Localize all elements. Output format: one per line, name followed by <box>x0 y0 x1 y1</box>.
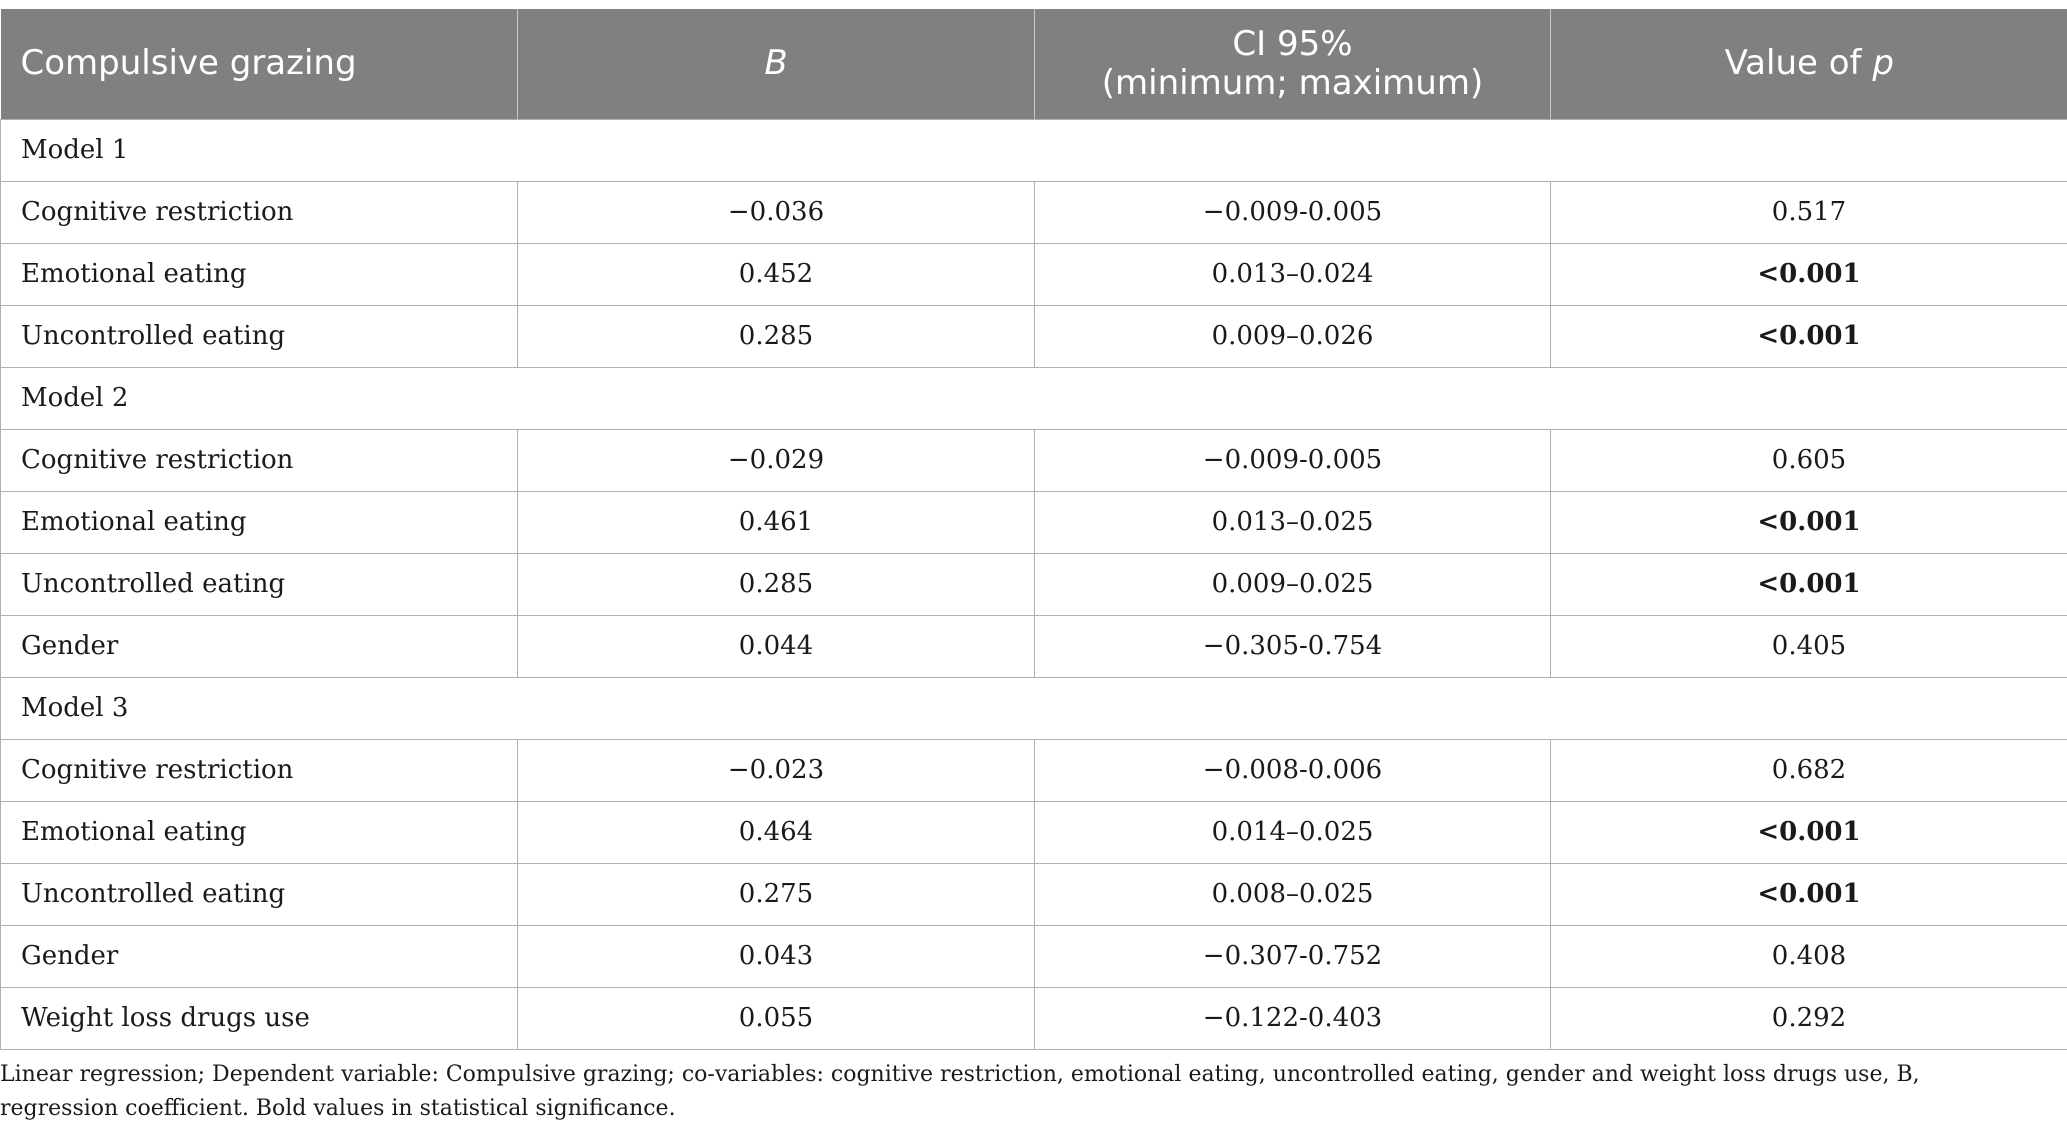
model-label: Model 2 <box>0 366 2067 429</box>
b-cell: −0.023 <box>517 738 1035 801</box>
p-value-cell: <0.001 <box>1550 800 2067 863</box>
table-row: Uncontrolled eating 0.285 0.009–0.025 <0.00… <box>0 552 2067 615</box>
ci-cell: 0.014–0.025 <box>1034 800 1551 863</box>
variable-cell: Emotional eating <box>0 242 518 305</box>
table-row: Gender 0.043 −0.307-0.752 0.408 <box>0 924 2067 987</box>
ci-cell: 0.008–0.025 <box>1034 862 1551 925</box>
variable-cell: Cognitive restriction <box>0 180 518 243</box>
header-ci: CI 95% (minimum; maximum) <box>1034 9 1551 119</box>
b-cell: −0.036 <box>517 180 1035 243</box>
table-header: Compulsive grazing B CI 95% (minimum; ma… <box>0 9 2067 119</box>
header-ci-line2: (minimum; maximum) <box>1101 62 1484 103</box>
variable-cell: Uncontrolled eating <box>0 304 518 367</box>
p-value-cell: 0.405 <box>1550 614 2067 677</box>
regression-table: Compulsive grazing B CI 95% (minimum; ma… <box>0 9 2067 1050</box>
b-cell: −0.029 <box>517 428 1035 491</box>
b-cell: 0.461 <box>517 490 1035 553</box>
ci-cell: 0.009–0.025 <box>1034 552 1551 615</box>
table-row: Emotional eating 0.452 0.013–0.024 <0.001 <box>0 242 2067 305</box>
table-row: Cognitive restriction −0.023 −0.008-0.006 0… <box>0 738 2067 801</box>
model-label: Model 3 <box>0 676 2067 739</box>
b-cell: 0.464 <box>517 800 1035 863</box>
p-value-cell: <0.001 <box>1550 242 2067 305</box>
ci-cell: 0.013–0.025 <box>1034 490 1551 553</box>
table-body: Model 1 Cognitive restriction −0.036 −0.009… <box>0 118 2067 1050</box>
model-label: Model 1 <box>0 118 2067 181</box>
model-header-row: Model 1 <box>0 118 2067 181</box>
variable-cell: Weight loss drugs use <box>0 986 518 1050</box>
p-value-cell: 0.605 <box>1550 428 2067 491</box>
variable-cell: Gender <box>0 614 518 677</box>
variable-cell: Uncontrolled eating <box>0 552 518 615</box>
header-p-prefix: Value of <box>1724 43 1873 84</box>
variable-cell: Uncontrolled eating <box>0 862 518 925</box>
header-b: B <box>517 9 1035 119</box>
table-row: Emotional eating 0.464 0.014–0.025 <0.001 <box>0 800 2067 863</box>
header-row: Compulsive grazing B CI 95% (minimum; ma… <box>0 9 2067 119</box>
p-value-cell: <0.001 <box>1550 490 2067 553</box>
table-row: Cognitive restriction −0.036 −0.009-0.005 0… <box>0 180 2067 243</box>
ci-cell: −0.122-0.403 <box>1034 986 1551 1050</box>
ci-cell: 0.013–0.024 <box>1034 242 1551 305</box>
table-row: Gender 0.044 −0.305-0.754 0.405 <box>0 614 2067 677</box>
ci-cell: −0.008-0.006 <box>1034 738 1551 801</box>
variable-cell: Emotional eating <box>0 490 518 553</box>
table-row: Uncontrolled eating 0.285 0.009–0.026 <0.00… <box>0 304 2067 367</box>
ci-cell: −0.307-0.752 <box>1034 924 1551 987</box>
table-row: Emotional eating 0.461 0.013–0.025 <0.001 <box>0 490 2067 553</box>
regression-table-wrapper: Compulsive grazing B CI 95% (minimum; ma… <box>0 9 2067 1050</box>
p-value-cell: <0.001 <box>1550 304 2067 367</box>
p-value-cell: 0.682 <box>1550 738 2067 801</box>
b-cell: 0.452 <box>517 242 1035 305</box>
variable-cell: Cognitive restriction <box>0 738 518 801</box>
p-value-cell: <0.001 <box>1550 862 2067 925</box>
b-cell: 0.285 <box>517 552 1035 615</box>
ci-cell: −0.305-0.754 <box>1034 614 1551 677</box>
header-p-italic: p <box>1872 43 1894 84</box>
b-cell: 0.055 <box>517 986 1035 1050</box>
b-cell: 0.044 <box>517 614 1035 677</box>
table-row: Weight loss drugs use 0.055 −0.122-0.403 0.… <box>0 986 2067 1050</box>
variable-cell: Gender <box>0 924 518 987</box>
b-cell: 0.285 <box>517 304 1035 367</box>
b-cell: 0.043 <box>517 924 1035 987</box>
variable-cell: Cognitive restriction <box>0 428 518 491</box>
header-ci-line1: CI 95% <box>1232 23 1353 64</box>
p-value-cell: 0.408 <box>1550 924 2067 987</box>
table-footnote: Linear regression; Dependent variable: C… <box>0 1062 1920 1121</box>
table-row: Cognitive restriction −0.029 −0.009-0.005 0… <box>0 428 2067 491</box>
ci-cell: 0.009–0.026 <box>1034 304 1551 367</box>
header-compulsive-grazing: Compulsive grazing <box>0 9 518 119</box>
header-p-value: Value of p <box>1550 9 2067 119</box>
p-value-cell: <0.001 <box>1550 552 2067 615</box>
model-header-row: Model 3 <box>0 676 2067 739</box>
p-value-cell: 0.292 <box>1550 986 2067 1050</box>
b-cell: 0.275 <box>517 862 1035 925</box>
p-value-cell: 0.517 <box>1550 180 2067 243</box>
ci-cell: −0.009-0.005 <box>1034 428 1551 491</box>
ci-cell: −0.009-0.005 <box>1034 180 1551 243</box>
table-row: Uncontrolled eating 0.275 0.008–0.025 <0.00… <box>0 862 2067 925</box>
header-b-label: B <box>764 43 788 84</box>
variable-cell: Emotional eating <box>0 800 518 863</box>
model-header-row: Model 2 <box>0 366 2067 429</box>
